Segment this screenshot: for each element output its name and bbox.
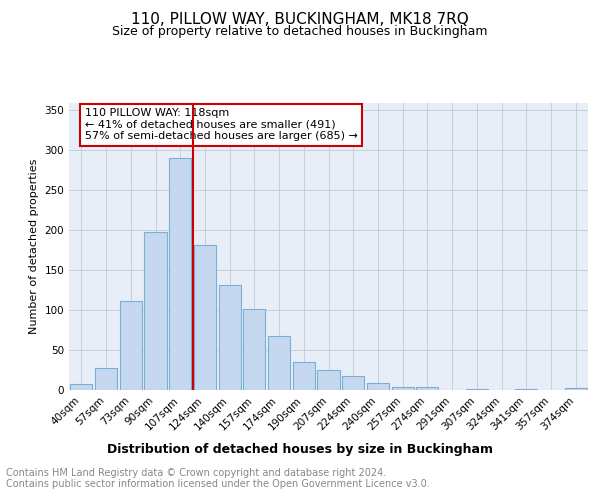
Bar — [268, 336, 290, 390]
Bar — [317, 370, 340, 390]
Text: 110 PILLOW WAY: 118sqm
← 41% of detached houses are smaller (491)
57% of semi-de: 110 PILLOW WAY: 118sqm ← 41% of detached… — [85, 108, 358, 142]
Text: Distribution of detached houses by size in Buckingham: Distribution of detached houses by size … — [107, 442, 493, 456]
Bar — [169, 158, 191, 390]
Y-axis label: Number of detached properties: Number of detached properties — [29, 158, 39, 334]
Bar — [218, 284, 241, 390]
Bar — [392, 387, 414, 390]
Bar — [515, 389, 538, 390]
Text: 110, PILLOW WAY, BUCKINGHAM, MK18 7RQ: 110, PILLOW WAY, BUCKINGHAM, MK18 7RQ — [131, 12, 469, 28]
Bar — [194, 244, 216, 390]
Bar — [119, 300, 142, 390]
Bar — [367, 383, 389, 390]
Bar — [95, 368, 117, 390]
Bar — [293, 362, 315, 390]
Bar — [70, 384, 92, 390]
Bar — [565, 388, 587, 390]
Bar — [416, 387, 439, 390]
Text: Size of property relative to detached houses in Buckingham: Size of property relative to detached ho… — [112, 25, 488, 38]
Bar — [342, 376, 364, 390]
Text: Contains HM Land Registry data © Crown copyright and database right 2024.
Contai: Contains HM Land Registry data © Crown c… — [6, 468, 430, 489]
Bar — [145, 232, 167, 390]
Bar — [466, 389, 488, 390]
Bar — [243, 308, 265, 390]
